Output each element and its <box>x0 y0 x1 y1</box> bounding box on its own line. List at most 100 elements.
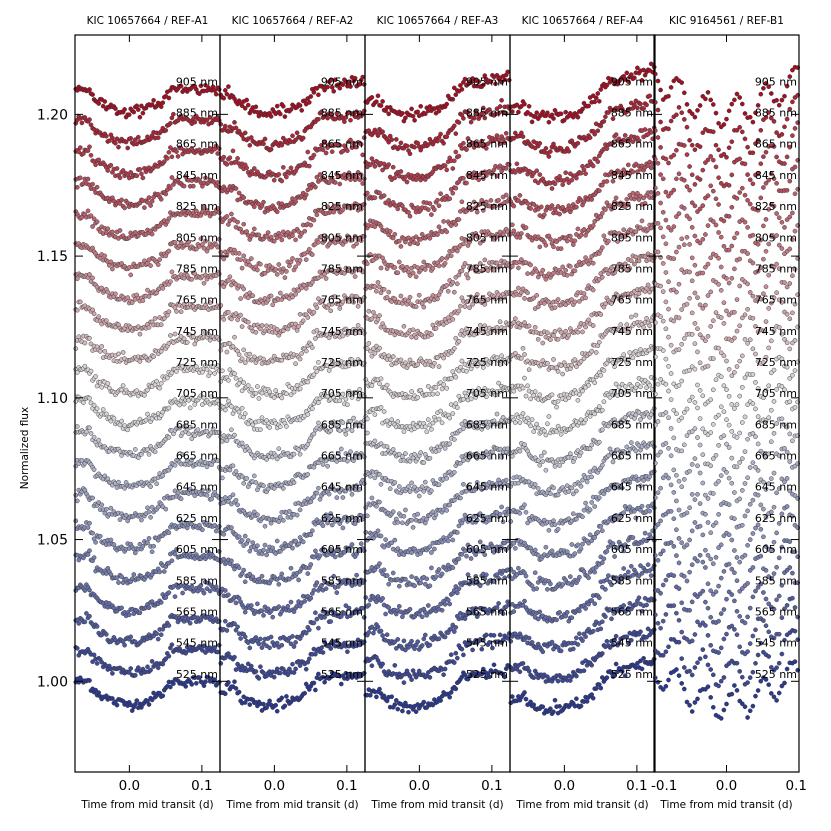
data-point <box>375 624 381 630</box>
data-point <box>306 163 312 169</box>
data-point <box>447 415 453 421</box>
data-point <box>378 533 384 539</box>
data-point <box>328 308 334 314</box>
data-point <box>149 549 155 555</box>
wavelength-label: 625 nm <box>176 512 218 525</box>
data-point <box>151 690 156 696</box>
data-point <box>193 680 199 686</box>
data-point <box>125 427 131 433</box>
data-point <box>251 166 257 171</box>
data-point <box>366 630 372 635</box>
data-point <box>128 702 134 708</box>
wavelength-label: 685 nm <box>176 418 218 431</box>
data-point <box>369 495 375 501</box>
data-point <box>267 698 272 704</box>
data-point <box>90 659 95 665</box>
data-point <box>229 427 234 433</box>
data-point <box>242 609 248 615</box>
wavelength-label: 665 nm <box>321 450 363 463</box>
data-point <box>308 94 314 99</box>
data-point <box>158 632 164 638</box>
data-point <box>93 539 98 545</box>
data-point <box>175 619 181 625</box>
data-point <box>91 402 97 408</box>
data-point <box>421 636 427 642</box>
data-point <box>317 496 323 502</box>
data-point <box>96 314 102 320</box>
data-point <box>436 416 442 422</box>
data-point <box>296 324 301 329</box>
data-point <box>216 618 222 624</box>
data-point <box>119 197 124 203</box>
y-tick-label: 1.05 <box>37 533 68 549</box>
data-point <box>166 530 172 536</box>
data-point <box>117 228 123 233</box>
data-point <box>149 231 155 237</box>
data-point <box>366 341 372 346</box>
data-point <box>221 154 227 160</box>
data-point <box>320 462 326 467</box>
data-point <box>139 517 144 523</box>
data-point <box>221 531 227 537</box>
data-point <box>300 135 306 141</box>
data-point <box>456 393 462 399</box>
data-point <box>407 606 413 612</box>
data-point <box>160 473 166 478</box>
data-point <box>461 652 466 658</box>
data-point <box>284 269 289 274</box>
data-point <box>409 550 414 555</box>
data-point <box>213 91 219 97</box>
data-point <box>267 389 272 395</box>
data-point <box>255 384 260 389</box>
data-point <box>197 675 202 680</box>
data-point <box>91 467 97 472</box>
data-point <box>149 659 155 664</box>
data-point <box>242 533 248 539</box>
x-tick-label: 0.0 <box>264 778 285 794</box>
data-point <box>160 100 166 106</box>
data-point <box>378 404 384 410</box>
data-point <box>284 424 289 429</box>
data-point <box>276 604 282 610</box>
data-point <box>241 480 247 486</box>
data-point <box>166 216 172 221</box>
data-point <box>160 661 166 667</box>
data-point <box>253 104 259 110</box>
data-point <box>224 438 230 443</box>
data-point <box>433 512 439 518</box>
data-point <box>148 667 153 673</box>
data-point <box>241 567 247 573</box>
data-point <box>284 391 289 397</box>
data-point <box>259 608 265 614</box>
data-point <box>132 447 138 452</box>
data-point <box>248 387 254 392</box>
data-point <box>421 488 427 494</box>
data-point <box>264 552 269 558</box>
data-point <box>313 687 318 693</box>
data-point <box>459 358 465 364</box>
y-axis-label: Normalized flux <box>19 407 31 489</box>
data-point <box>392 537 398 543</box>
data-point <box>146 195 152 200</box>
data-point <box>427 642 433 648</box>
data-point <box>288 599 294 605</box>
data-point <box>82 588 88 593</box>
data-point <box>274 272 280 277</box>
data-point <box>166 95 172 101</box>
data-point <box>299 351 305 356</box>
data-point <box>87 335 92 341</box>
data-point <box>303 630 309 636</box>
data-point <box>236 565 242 571</box>
data-point <box>74 307 80 313</box>
data-point <box>120 383 126 388</box>
data-point <box>178 496 184 502</box>
data-point <box>300 318 306 324</box>
data-point <box>209 496 214 502</box>
data-point <box>369 663 375 669</box>
data-point <box>258 427 263 432</box>
data-point <box>375 528 381 534</box>
wavelength-label: 785 nm <box>321 262 363 275</box>
data-point <box>384 444 390 449</box>
data-point <box>87 395 92 401</box>
data-point <box>270 614 276 620</box>
